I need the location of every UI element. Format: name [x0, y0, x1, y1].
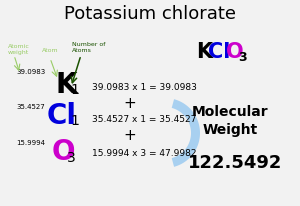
Text: O: O [52, 138, 76, 166]
Text: 3: 3 [67, 151, 76, 165]
Polygon shape [172, 99, 200, 167]
Text: Cl: Cl [47, 102, 77, 130]
Text: Atom: Atom [42, 48, 58, 53]
Text: 15.9994 x 3 = 47.9982: 15.9994 x 3 = 47.9982 [92, 150, 196, 158]
Text: 122.5492: 122.5492 [188, 154, 282, 172]
Text: K: K [196, 42, 212, 62]
Text: 3: 3 [238, 50, 247, 63]
Text: Potassium chlorate: Potassium chlorate [64, 5, 236, 23]
Text: Weight: Weight [202, 123, 258, 137]
Text: 39.0983: 39.0983 [16, 69, 45, 75]
Text: 1: 1 [70, 83, 79, 97]
Text: +: + [124, 96, 136, 110]
Text: 1: 1 [70, 114, 79, 128]
Text: Atomic
weight: Atomic weight [8, 44, 30, 55]
Text: 15.9994: 15.9994 [16, 140, 45, 146]
Text: 39.0983 x 1 = 39.0983: 39.0983 x 1 = 39.0983 [92, 82, 197, 91]
Text: K: K [55, 71, 76, 99]
Text: O: O [226, 42, 244, 62]
Text: Molecular: Molecular [192, 105, 268, 119]
Text: Cl: Cl [208, 42, 230, 62]
Text: Number of
Atoms: Number of Atoms [72, 42, 105, 53]
Text: 35.4527: 35.4527 [16, 104, 45, 110]
Text: 35.4527 x 1 = 35.4527: 35.4527 x 1 = 35.4527 [92, 115, 196, 124]
Text: +: + [124, 129, 136, 144]
